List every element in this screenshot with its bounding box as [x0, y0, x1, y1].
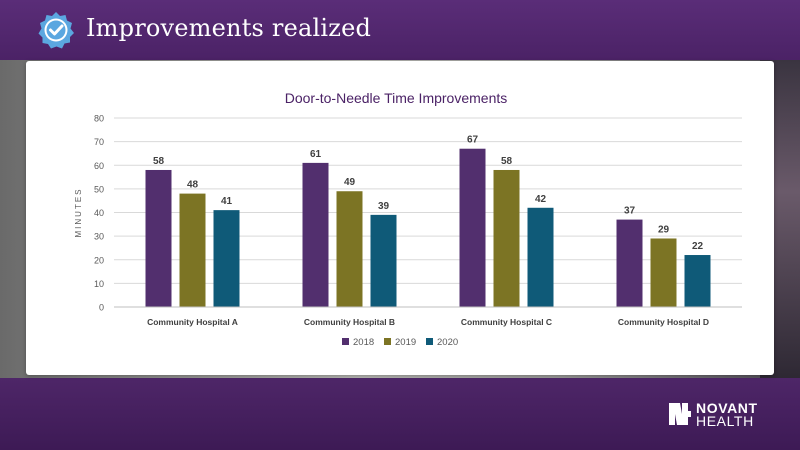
data-label: 29 [658, 224, 670, 235]
legend-label-2020: 2020 [437, 337, 458, 348]
footer-bar [0, 378, 800, 450]
legend-label-2019: 2019 [395, 337, 416, 348]
novant-health-logo: NOVANT HEALTH [668, 400, 768, 430]
bar-2018-3 [616, 219, 643, 307]
legend-label-2018: 2018 [353, 337, 374, 348]
logo-text-bottom: HEALTH [696, 413, 754, 429]
data-label: 41 [221, 196, 233, 207]
chart-title: Door-to-Needle Time Improvements [285, 90, 508, 106]
title-bar: Improvements realized [0, 0, 800, 60]
y-tick-label: 80 [94, 114, 104, 124]
slide-title: Improvements realized [86, 14, 372, 42]
x-tick-label: Community Hospital D [618, 317, 709, 327]
data-label: 49 [344, 177, 356, 188]
check-badge-icon [38, 12, 74, 49]
y-tick-label: 50 [94, 184, 104, 194]
legend-swatch-2020 [426, 338, 433, 345]
y-tick-label: 70 [94, 137, 104, 147]
data-label: 37 [624, 206, 636, 217]
bar-2018-2 [459, 148, 486, 307]
data-label: 58 [153, 156, 165, 167]
y-tick-label: 0 [99, 303, 104, 313]
data-label: 58 [501, 156, 513, 167]
data-label: 39 [378, 201, 390, 212]
bar-chart: Door-to-Needle Time Improvements 0 10 20 30 4… [74, 90, 742, 348]
logo-mark-icon [669, 403, 691, 425]
data-label: 61 [310, 149, 322, 160]
bar-2020-3 [684, 255, 711, 307]
y-tick-label: 40 [94, 208, 104, 218]
legend-swatch-2019 [384, 338, 391, 345]
x-tick-label: Community Hospital C [461, 317, 552, 327]
data-label: 67 [467, 135, 479, 146]
data-label: 48 [187, 180, 199, 191]
bar-2019-1 [336, 191, 363, 307]
x-tick-label: Community Hospital B [304, 317, 395, 327]
y-tick-label: 30 [94, 232, 104, 242]
data-label: 22 [692, 241, 704, 252]
y-axis-label: MINUTES [74, 188, 83, 238]
data-label: 42 [535, 194, 547, 205]
bar-2020-0 [213, 210, 240, 307]
x-tick-label: Community Hospital A [147, 317, 238, 327]
bar-2019-3 [650, 238, 677, 307]
bar-2020-1 [370, 214, 397, 307]
legend-swatch-2018 [342, 338, 349, 345]
bar-2019-0 [179, 193, 206, 307]
y-tick-label: 20 [94, 255, 104, 265]
bar-2018-0 [145, 169, 172, 307]
y-tick-label: 10 [94, 279, 104, 289]
bar-2019-2 [493, 169, 520, 307]
bar-2020-2 [527, 207, 554, 307]
chart-card: Door-to-Needle Time Improvements 0 10 20 30 4… [26, 61, 774, 375]
bar-2018-1 [302, 162, 329, 307]
y-tick-label: 60 [94, 161, 104, 171]
logo-text-top: NOVANT [696, 400, 758, 416]
